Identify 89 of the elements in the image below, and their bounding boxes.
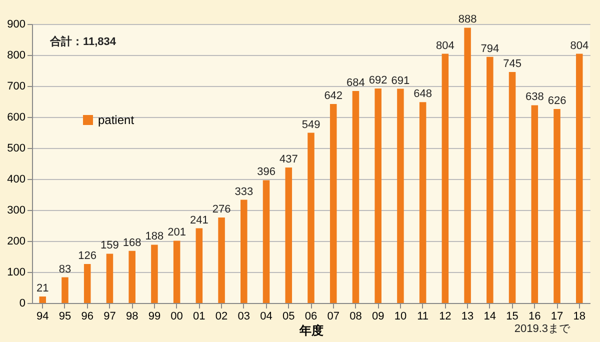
data-label: 888 [458,14,477,26]
data-label: 276 [212,203,231,216]
text: 2019.3まで [514,323,571,335]
data-label: 745 [503,58,522,70]
data-label: 21 [36,282,49,294]
data-label: 648 [414,88,432,100]
bar [308,132,314,303]
x-tick-label: 97 [104,310,116,322]
data-label: 333 [234,186,254,198]
y-tick-label: 900 [7,18,26,30]
x-tick-label: 09 [372,310,384,322]
data-label: 684 [346,76,365,89]
data-label: 549 [302,118,320,131]
annotation: 合計：11,834 [49,35,117,48]
bar [419,102,426,303]
x-tick-label: 96 [81,310,94,322]
y-tick-label: 0 [19,298,26,310]
data-label: 626 [548,94,566,107]
x-tick-label: 15 [506,310,518,322]
x-tick-label: 02 [215,310,228,322]
x-tick-label: 01 [193,310,206,322]
bar [106,254,114,303]
y-tick-label: 300 [7,204,26,216]
x-tick-label: 98 [126,310,138,322]
data-label: 396 [257,166,276,178]
data-label: 638 [525,91,544,104]
data-label: 437 [279,154,298,166]
y-tick-label: 100 [7,266,26,278]
y-tick-label: 700 [7,80,26,92]
bar [442,54,449,303]
data-label: 804 [436,40,454,52]
x-tick-label: 06 [304,310,318,322]
x-tick-label: 03 [238,310,250,322]
bar [84,264,91,303]
bar [352,90,360,303]
x-tick-label: 12 [439,310,452,322]
x-tick-label: 00 [170,310,183,322]
x-tick-label: 04 [260,310,272,322]
x-tick-label: 17 [550,310,564,322]
x-tick-label: 13 [461,310,474,322]
data-label: 691 [391,74,410,87]
bar [151,244,158,303]
bar [464,28,471,303]
x-tick-label: 18 [573,310,586,322]
y-tick-label: 600 [7,112,26,124]
bar [218,217,225,303]
x-axis-title: 年度 [298,324,324,338]
bar [508,72,516,303]
x-tick-label: 95 [58,310,72,322]
x-tick-label: 14 [484,310,496,322]
x-tick-label: 94 [36,310,49,322]
x-tick-label: 10 [394,310,407,322]
bar [240,200,248,303]
bar [196,228,203,303]
data-label: 642 [324,90,343,102]
data-label: 804 [570,40,589,52]
y-tick-label: 400 [7,174,26,186]
bar [374,88,382,303]
y-tick-label: 200 [7,236,26,248]
data-label: 126 [78,250,97,262]
bar [330,104,337,303]
x-tick-label: 99 [148,310,161,322]
data-label: 692 [368,74,388,86]
y-tick-label: 500 [7,142,26,154]
data-label: 201 [168,226,186,239]
bar [285,168,292,303]
bar [262,180,270,303]
bar [486,56,494,303]
bar [62,277,68,303]
y-tick-label: 800 [7,50,26,62]
data-label: 83 [58,263,72,276]
x-tick-label: 08 [350,310,362,322]
data-label: 168 [122,236,142,249]
data-label: 241 [190,214,208,226]
bar [576,54,583,303]
data-label: 159 [100,240,119,252]
bar [173,240,180,303]
legend-label: patient [98,113,135,127]
bar [39,296,46,303]
x-tick-label: 11 [417,310,429,322]
x-tick-label: 05 [282,310,295,322]
bar [397,88,404,303]
bar [531,105,538,303]
bar [554,108,560,303]
x-tick-label: 16 [528,310,541,322]
data-label: 188 [145,230,164,243]
x-tick-label: 07 [327,310,340,322]
data-label: 794 [480,42,500,55]
bar [128,250,136,303]
